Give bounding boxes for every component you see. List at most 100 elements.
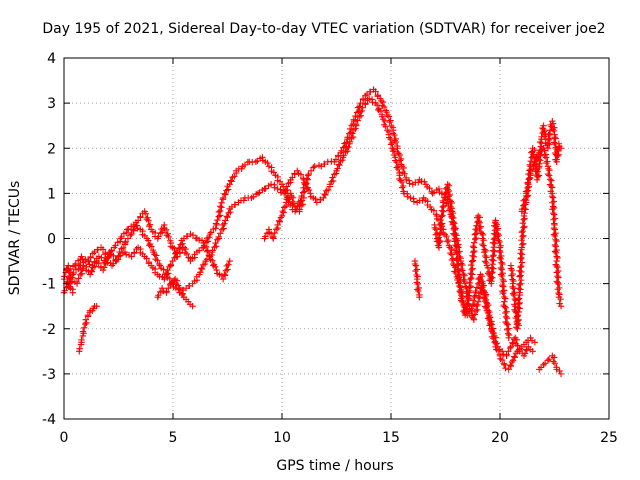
data-point (527, 170, 534, 177)
data-point (143, 255, 150, 262)
data-point (175, 244, 183, 252)
data-point (508, 358, 516, 366)
data-point (531, 339, 539, 346)
data-point (518, 229, 525, 236)
data-point (527, 157, 534, 165)
data-point (296, 206, 303, 213)
series-track-l (60, 262, 76, 296)
data-point (80, 324, 88, 332)
data-point (475, 218, 482, 225)
data-point (515, 308, 523, 316)
data-point (499, 288, 506, 296)
data-point (117, 235, 124, 242)
data-point (366, 95, 373, 102)
data-point (206, 230, 214, 238)
data-point (123, 229, 130, 236)
data-point (395, 150, 402, 157)
data-point (502, 295, 509, 302)
data-point (499, 269, 506, 277)
data-point (493, 226, 500, 234)
x-tick-label: 20 (491, 430, 509, 446)
data-point (534, 168, 541, 175)
data-point (379, 98, 387, 106)
data-point (549, 206, 556, 213)
data-point (471, 300, 478, 308)
data-point (66, 283, 73, 290)
data-point (458, 260, 465, 267)
data-point (494, 233, 501, 240)
data-point (214, 236, 221, 243)
data-point (116, 238, 124, 245)
data-point (105, 254, 112, 262)
data-point (223, 213, 230, 220)
data-point (501, 361, 508, 369)
data-point (447, 249, 454, 257)
data-point (373, 101, 381, 109)
data-point (555, 280, 562, 288)
data-point (508, 272, 515, 279)
axis-ticks (63, 57, 610, 420)
data-point (533, 155, 541, 162)
data-point (407, 194, 414, 202)
data-point (153, 252, 160, 259)
data-point (499, 281, 506, 289)
data-point (529, 348, 536, 355)
data-point (220, 225, 227, 232)
data-point (338, 147, 345, 155)
data-point (226, 257, 233, 265)
data-point (444, 186, 451, 193)
data-point (369, 99, 376, 106)
data-point (404, 193, 411, 200)
data-point (219, 194, 227, 202)
data-point (383, 108, 390, 116)
data-point (67, 272, 74, 280)
data-point (554, 286, 561, 293)
data-point (382, 123, 389, 130)
data-point (501, 303, 508, 310)
data-point (311, 163, 318, 170)
data-point (313, 199, 321, 206)
data-point (324, 186, 332, 194)
data-point (204, 238, 212, 245)
data-point (469, 271, 476, 278)
data-point (389, 148, 397, 155)
data-point (352, 112, 359, 120)
data-point (513, 336, 521, 343)
data-point (466, 279, 473, 286)
data-point (521, 196, 529, 203)
data-point (346, 138, 354, 146)
data-point (451, 238, 458, 245)
data-point (231, 201, 239, 208)
data-point (350, 116, 358, 123)
data-point (512, 308, 519, 315)
data-point (69, 289, 76, 296)
data-point (517, 286, 524, 293)
x-tick-labels: 0 5 10 15 20 25 (60, 430, 618, 446)
data-point (397, 177, 404, 184)
data-point (214, 216, 221, 224)
data-point (438, 213, 445, 220)
data-point (344, 148, 351, 155)
data-point (468, 258, 476, 265)
data-point (517, 272, 524, 279)
data-point (439, 197, 447, 205)
data-point (520, 197, 527, 204)
data-point (144, 214, 151, 221)
data-point (436, 230, 444, 238)
data-point (128, 253, 135, 260)
data-point (88, 268, 96, 275)
data-point (142, 210, 150, 217)
data-point (525, 183, 532, 190)
data-point (470, 314, 477, 322)
data-point (376, 107, 384, 115)
data-point (400, 164, 408, 172)
data-point (352, 120, 360, 128)
data-point (489, 274, 496, 281)
data-point (472, 287, 479, 295)
data-point (413, 279, 420, 286)
x-tick-label: 25 (600, 430, 618, 446)
data-point (122, 238, 129, 246)
data-point (459, 261, 466, 269)
data-point (533, 154, 540, 161)
data-point (484, 307, 492, 314)
